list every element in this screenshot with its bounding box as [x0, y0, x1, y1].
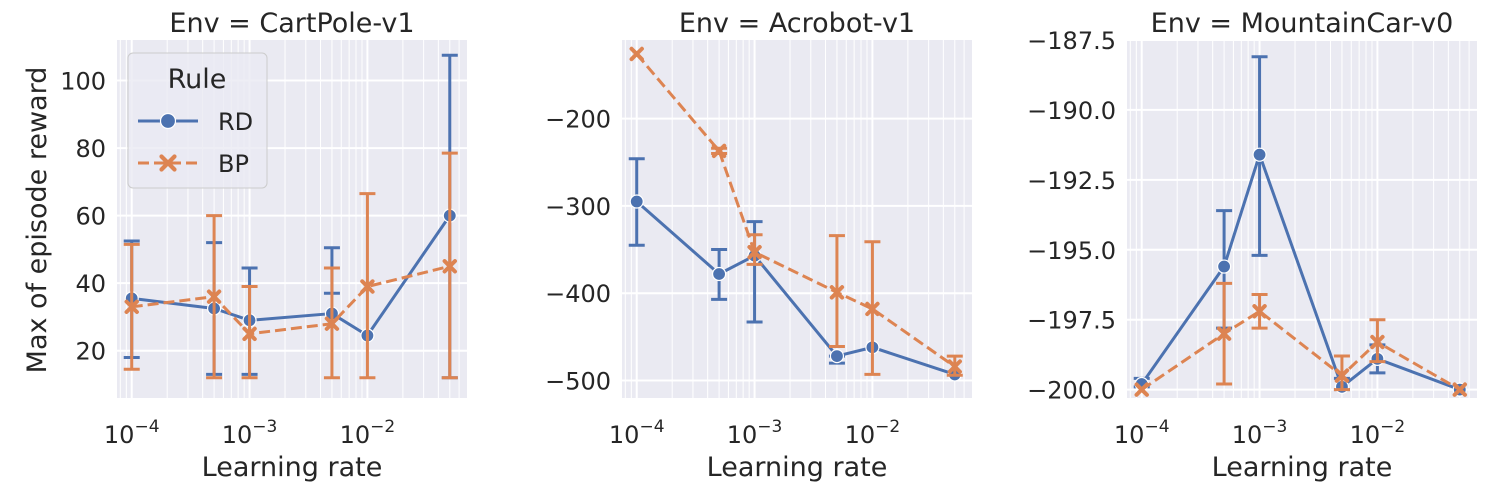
chart-title-mountaincar: Env = MountainCar-v0	[1151, 8, 1454, 39]
plot-area	[1127, 40, 1477, 398]
series-line-bp	[1140, 309, 1461, 391]
data-point-bp	[629, 46, 644, 62]
chart-panel-cartpole: 20 40 60 80 100 10−4 10−3 10−2 Env = CartPole-v1…	[60, 8, 467, 483]
legend-label-bp: BP	[218, 150, 249, 178]
series-line-rd	[1140, 153, 1461, 392]
x-tick-label: 10−4	[1114, 417, 1170, 449]
y-tick-label: −190.0	[1027, 97, 1116, 125]
chart-title-cartpole: Env = CartPole-v1	[169, 8, 414, 39]
series-line-rd	[131, 214, 452, 338]
x-axis-label: Learning rate	[202, 452, 383, 483]
data-point-bp	[829, 285, 845, 300]
x-tick-label: 10−3	[1232, 417, 1288, 449]
x-tick-label: 10−2	[340, 417, 396, 449]
data-point-bp	[1334, 368, 1350, 383]
x-tick-label: 10−2	[1350, 417, 1406, 449]
y-axis-label: Max of episode reward	[22, 67, 53, 374]
data-point-rd	[1252, 147, 1267, 162]
y-tick-label: 100	[60, 68, 106, 96]
x-tick-label: 10−3	[222, 417, 278, 449]
data-point-bp	[1252, 304, 1267, 319]
data-point-rd	[629, 194, 644, 209]
data-point-bp	[206, 289, 222, 304]
x-axis-label: Learning rate	[707, 452, 888, 483]
series-line-rd	[635, 200, 956, 376]
y-tick-label: −200.0	[1027, 377, 1116, 405]
data-point-rd	[829, 348, 845, 364]
x-tick-label: 10−2	[845, 417, 901, 449]
data-point-bp	[947, 359, 962, 374]
chart-panel-mountaincar: −200.0 −197.5 −195.0 −192.5 −190.0 −187.5 10−4…	[1027, 8, 1477, 483]
y-tick-label: −192.5	[1027, 167, 1116, 195]
data-point-bp	[360, 279, 375, 294]
x-tick-label: 10−4	[609, 417, 665, 449]
data-point-bp	[865, 301, 880, 317]
legend-marker-bp	[159, 154, 177, 172]
x-tick-label: 10−3	[727, 417, 783, 449]
x-axis-label: Learning rate	[1212, 452, 1393, 483]
legend: Rule RD BP	[127, 52, 268, 189]
y-tick-label: 80	[75, 135, 106, 163]
data-point-bp	[711, 143, 727, 159]
legend-label-rd: RD	[218, 108, 253, 136]
y-tick-label: −197.5	[1027, 307, 1116, 335]
data-point-bp	[124, 299, 139, 315]
y-tick-label: −187.5	[1027, 27, 1116, 55]
data-point-bp	[747, 244, 762, 260]
data-point-rd	[1216, 259, 1232, 274]
plot-area	[622, 40, 972, 398]
y-tick-label: −300	[545, 193, 611, 221]
y-tick-label: 40	[75, 270, 106, 298]
legend-title: Rule	[168, 64, 227, 95]
y-tick-label: 60	[75, 203, 106, 231]
x-tick-label: 10−4	[104, 417, 160, 449]
y-tick-label: −200	[545, 106, 611, 134]
data-point-rd	[711, 266, 727, 282]
data-point-bp	[1216, 326, 1232, 341]
data-point-bp	[1452, 382, 1467, 397]
data-point-bp	[1370, 334, 1385, 350]
y-tick-label: 20	[75, 338, 106, 366]
data-point-bp	[1134, 382, 1149, 397]
series-line-bp	[131, 264, 451, 336]
chart-title-acrobot: Env = Acrobot-v1	[679, 8, 915, 39]
data-point-bp	[442, 259, 457, 274]
y-tick-label: −400	[545, 280, 611, 308]
data-point-bp	[242, 326, 257, 342]
chart-panel-acrobot: −500 −400 −300 −200 10−4 10−3 10−2 Env = Acrobo…	[545, 8, 972, 483]
data-point-bp	[324, 316, 340, 331]
y-tick-label: −195.0	[1027, 237, 1116, 265]
y-tick-label: −500	[545, 368, 611, 396]
legend-marker-rd	[159, 112, 177, 130]
series-line-bp	[635, 52, 956, 368]
